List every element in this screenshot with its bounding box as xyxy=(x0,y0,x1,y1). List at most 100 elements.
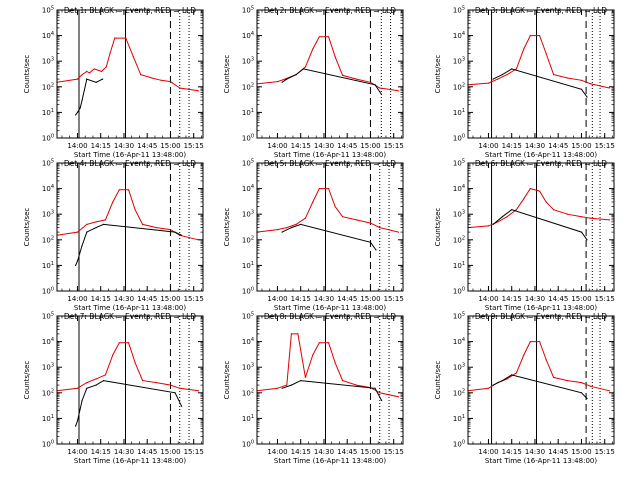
x-tick-label: 15:00 xyxy=(160,448,180,456)
data-point xyxy=(397,90,399,92)
data-point xyxy=(369,241,372,243)
x-tick-label: 14:30 xyxy=(525,295,545,303)
data-point xyxy=(76,231,79,233)
x-tick-label: 14:00 xyxy=(478,142,498,150)
x-axis-label: Start Time (16-Apr-11 13:48:00) xyxy=(274,457,386,465)
plot-frame xyxy=(256,9,404,139)
x-tick-label: 14:00 xyxy=(267,448,287,456)
data-point xyxy=(553,376,555,378)
data-point xyxy=(608,219,611,221)
data-point xyxy=(375,249,377,251)
x-axis-label: Start Time (16-Apr-11 13:48:00) xyxy=(485,151,597,159)
y-tick-label: 102 xyxy=(242,388,254,397)
data-point xyxy=(302,68,305,70)
data-point xyxy=(295,223,297,225)
plot-frame xyxy=(467,315,615,445)
data-point xyxy=(105,66,107,68)
x-tick-label: 14:30 xyxy=(314,295,334,303)
data-point xyxy=(379,227,381,229)
data-point xyxy=(95,81,97,83)
y-axis-label: Counts/sec xyxy=(23,361,31,400)
y-tick-label: 103 xyxy=(42,57,54,66)
x-tick-label: 15:15 xyxy=(595,142,615,150)
series-line-lld xyxy=(467,341,610,392)
panel-title: Det 6: BLACK = Events, RED = LLD xyxy=(475,159,607,168)
y-tick-label: 102 xyxy=(453,82,465,91)
x-tick-label: 14:00 xyxy=(267,142,287,150)
x-tick-label: 14:15 xyxy=(91,142,111,150)
series-line-lld xyxy=(56,342,199,392)
data-point xyxy=(318,188,320,190)
data-point xyxy=(487,387,490,389)
data-point xyxy=(590,385,592,387)
panel-title: Det 3: BLACK = Events, RED = LLD xyxy=(475,6,607,15)
data-point xyxy=(281,387,283,389)
x-tick-label: 14:30 xyxy=(314,142,334,150)
series-line-events xyxy=(281,68,383,95)
x-tick-label: 14:45 xyxy=(548,448,568,456)
data-point xyxy=(86,70,88,72)
y-axis-label: Counts/sec xyxy=(434,361,442,400)
data-point xyxy=(334,205,336,208)
data-point xyxy=(304,217,306,219)
data-point xyxy=(276,387,279,389)
y-tick-label: 100 xyxy=(453,440,465,449)
data-point xyxy=(286,227,288,229)
data-point xyxy=(539,341,541,343)
data-point xyxy=(155,382,158,384)
x-tick-label: 15:15 xyxy=(184,142,204,150)
data-point xyxy=(81,399,83,402)
data-point xyxy=(75,425,77,427)
data-point xyxy=(580,88,583,90)
data-point xyxy=(134,209,136,211)
x-tick-label: 14:15 xyxy=(502,142,522,150)
x-axis-label: Start Time (16-Apr-11 13:48:00) xyxy=(74,304,186,312)
y-tick-label: 105 xyxy=(242,312,254,321)
data-point xyxy=(295,74,297,76)
data-point xyxy=(492,384,494,386)
series-line-events xyxy=(281,380,383,401)
data-point xyxy=(328,188,330,190)
series-line-lld xyxy=(467,35,610,89)
data-point xyxy=(81,244,83,247)
data-point xyxy=(290,333,292,335)
plot-frame xyxy=(256,315,404,445)
x-tick-label: 14:00 xyxy=(267,295,287,303)
data-point xyxy=(586,96,588,98)
data-point xyxy=(342,74,344,76)
x-tick-label: 14:30 xyxy=(114,448,134,456)
panel-title: Det 9: BLACK = Events, RED = LLD xyxy=(475,312,607,321)
panel-title: Det 4: BLACK = Events, RED = LLD xyxy=(64,159,196,168)
x-axis-label: Start Time (16-Apr-11 13:48:00) xyxy=(74,457,186,465)
data-point xyxy=(529,188,531,190)
x-tick-label: 14:45 xyxy=(337,295,357,303)
data-point xyxy=(566,380,569,382)
data-point xyxy=(397,231,399,233)
y-tick-label: 100 xyxy=(42,440,54,449)
data-point xyxy=(128,342,130,344)
data-point xyxy=(125,37,127,39)
y-tick-label: 104 xyxy=(453,31,465,40)
data-point xyxy=(553,74,555,76)
y-tick-label: 103 xyxy=(242,363,254,372)
x-tick-label: 14:00 xyxy=(67,295,87,303)
data-point xyxy=(355,219,358,221)
data-point xyxy=(102,223,105,225)
data-point xyxy=(312,354,314,356)
x-axis-label: Start Time (16-Apr-11 13:48:00) xyxy=(485,304,597,312)
y-tick-label: 102 xyxy=(42,388,54,397)
data-point xyxy=(374,84,376,86)
data-point xyxy=(334,362,336,364)
data-point xyxy=(197,90,199,92)
data-point xyxy=(112,201,114,203)
y-tick-label: 103 xyxy=(453,363,465,372)
data-point xyxy=(75,264,77,266)
y-axis-label: Counts/sec xyxy=(223,361,231,400)
data-point xyxy=(511,68,513,70)
data-point xyxy=(300,223,302,225)
y-tick-label: 104 xyxy=(453,184,465,193)
data-point xyxy=(140,74,142,76)
